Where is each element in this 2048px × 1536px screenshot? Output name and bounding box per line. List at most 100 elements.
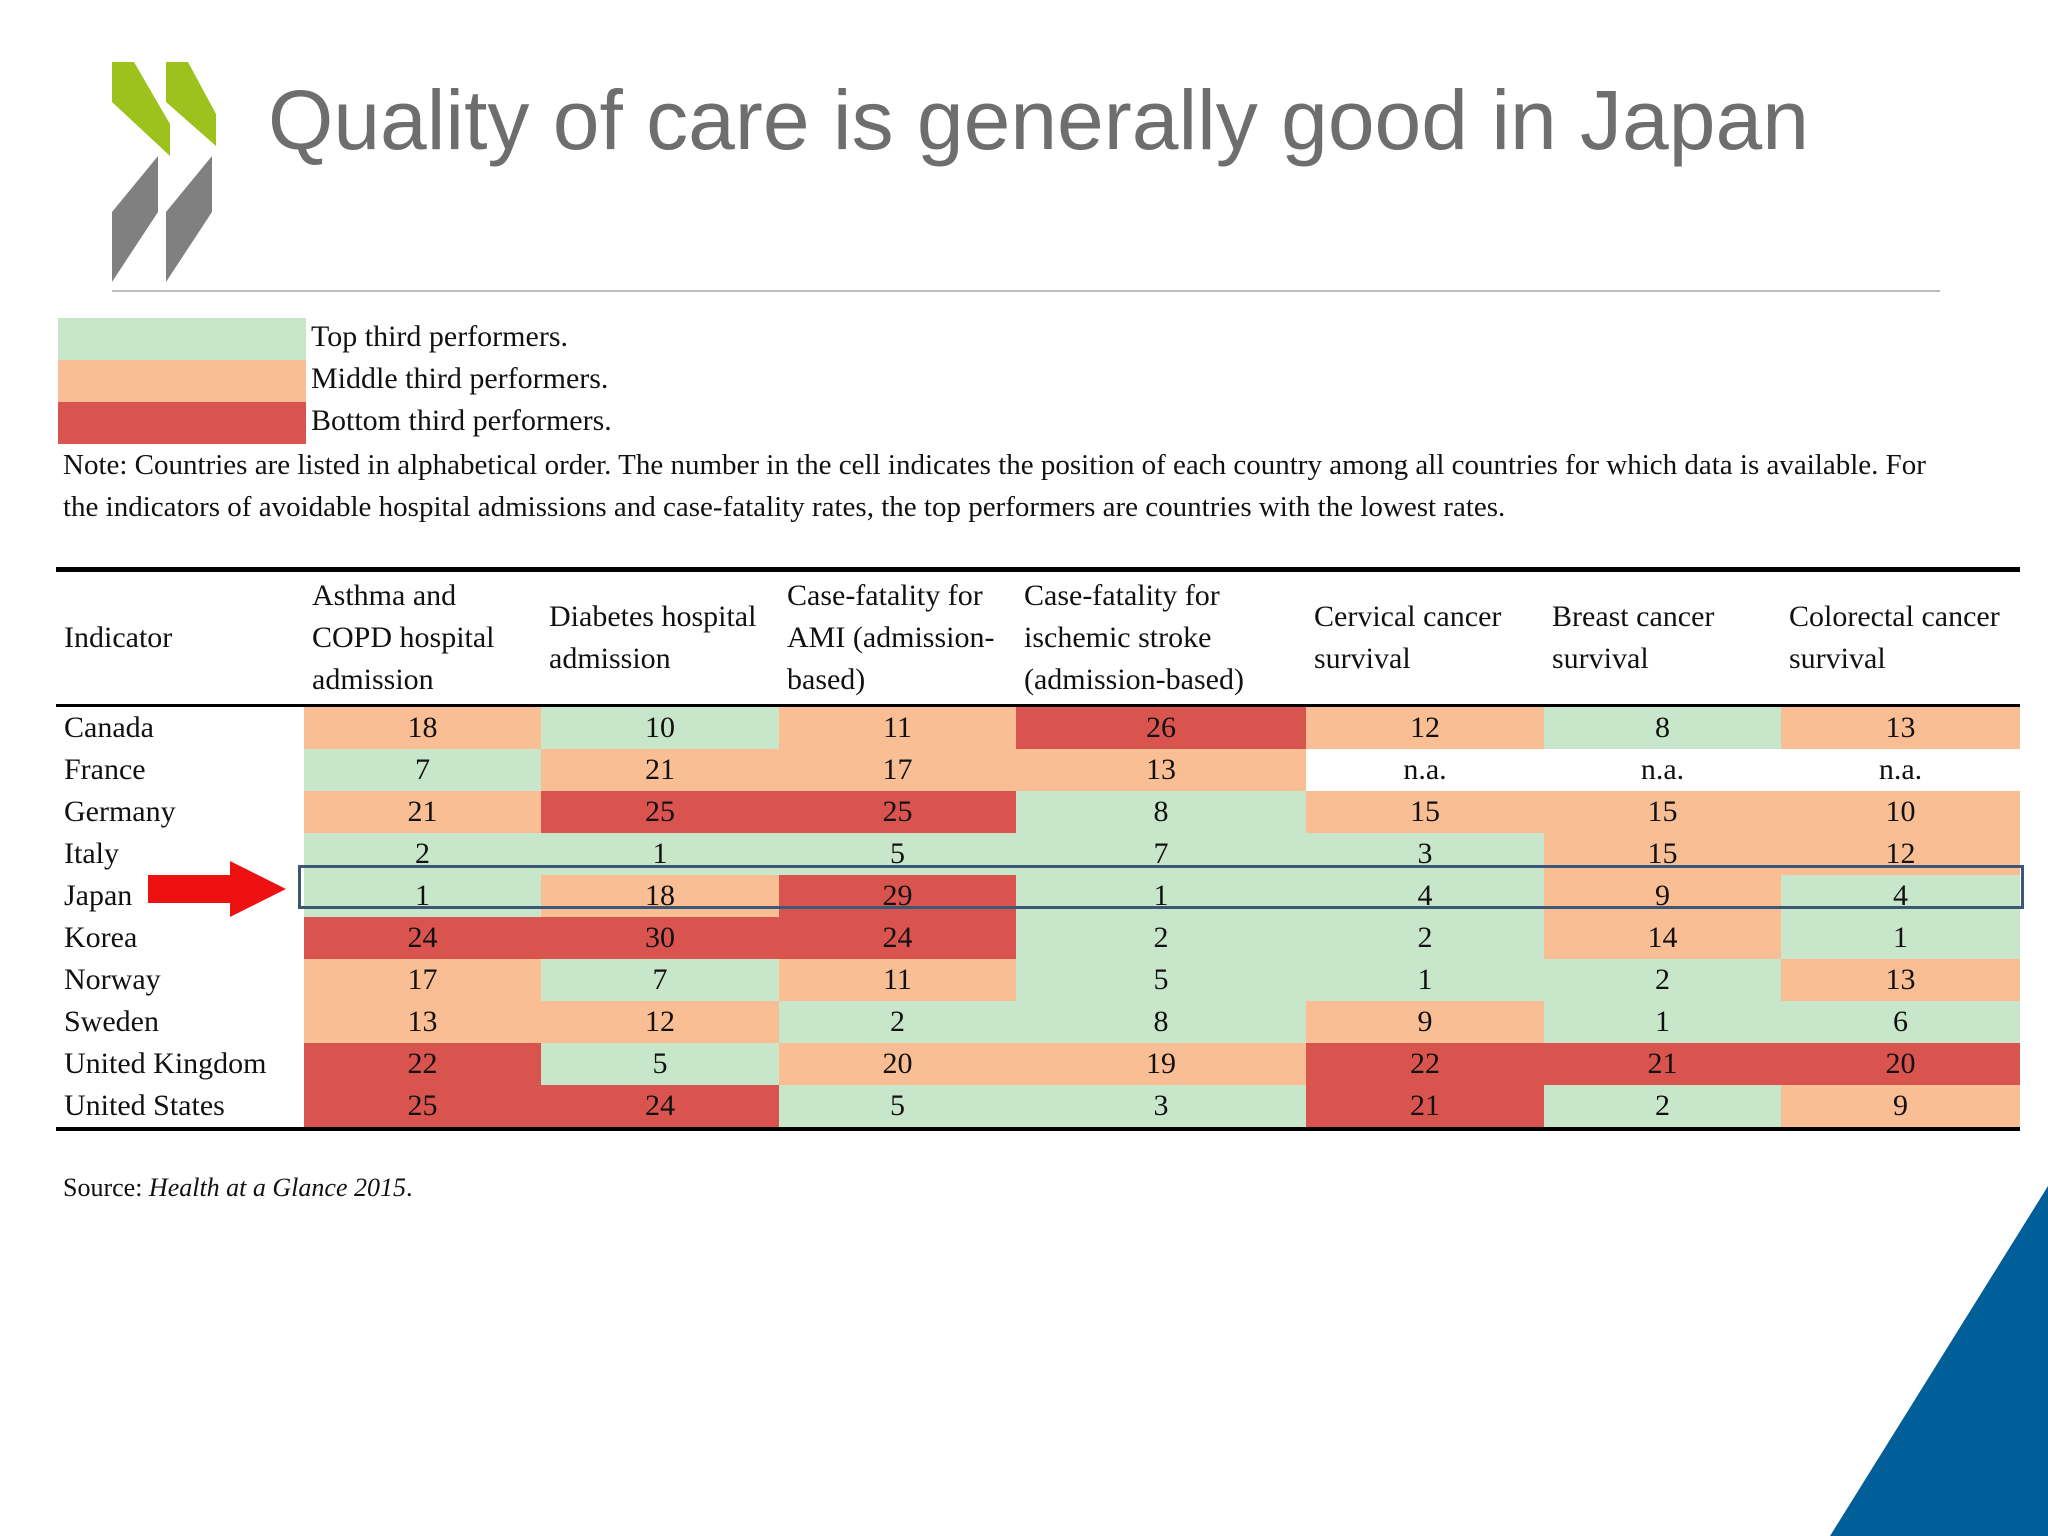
rank-cell: 9: [1544, 875, 1781, 917]
country-name: Sweden: [64, 1005, 159, 1038]
legend-label: Top third performers.: [311, 320, 568, 353]
rank-cell: n.a.: [1544, 749, 1781, 791]
rank-cell: 25: [304, 1085, 541, 1129]
rank-cell: 7: [1016, 833, 1306, 875]
rank-cell: 30: [541, 917, 779, 959]
rank-cell: 8: [1544, 705, 1781, 749]
rank-cell: 20: [779, 1043, 1016, 1085]
indicator-header: Indicator: [56, 569, 304, 707]
country-name: Norway: [64, 963, 161, 996]
rank-cell: 4: [1781, 875, 2020, 917]
table-body: Canada 18 10 11 26 12 8 13 France 7 21 17 13 n.a. n.a.…: [56, 705, 2020, 1129]
rank-cell: 8: [1016, 1001, 1306, 1043]
rank-cell: 8: [1016, 791, 1306, 833]
table-row: Canada 18 10 11 26 12 8 13: [56, 705, 2020, 749]
legend-label: Bottom third performers.: [311, 404, 612, 437]
rank-cell: 7: [541, 959, 779, 1001]
rank-cell: 19: [1016, 1043, 1306, 1085]
rank-cell: 18: [541, 875, 779, 917]
rank-cell: n.a.: [1781, 749, 2020, 791]
rank-cell: 25: [779, 791, 1016, 833]
rank-cell: 21: [304, 791, 541, 833]
source-title: Health at a Glance 2015: [148, 1173, 406, 1202]
table-row: Italy 2 1 5 7 3 15 12: [56, 833, 2020, 875]
table-header-row: Indicator Asthma and COPD hospital admis…: [56, 569, 2020, 707]
column-header: Colorectal cancer survival: [1781, 569, 2020, 707]
rank-cell: 24: [304, 917, 541, 959]
rank-cell: 1: [304, 875, 541, 917]
rank-cell: 13: [1016, 749, 1306, 791]
rank-cell: 22: [304, 1043, 541, 1085]
rank-cell: 21: [1306, 1085, 1544, 1129]
country-name: Germany: [64, 795, 176, 828]
title-divider: [112, 290, 1940, 292]
rank-cell: 17: [779, 749, 1016, 791]
source-note: Source: Health at a Glance 2015.: [63, 1173, 413, 1203]
rank-cell: 5: [541, 1043, 779, 1085]
country-name: Italy: [64, 837, 119, 870]
source-suffix: .: [406, 1173, 413, 1202]
country-name: Japan: [64, 879, 133, 912]
red-arrow-icon: [148, 861, 286, 917]
rank-cell: 13: [1781, 705, 2020, 749]
rank-cell: 3: [1016, 1085, 1306, 1129]
rank-cell: 11: [779, 705, 1016, 749]
rank-cell: 5: [1016, 959, 1306, 1001]
column-header: Case-fatality for ischemic stroke (admis…: [1016, 569, 1306, 707]
rank-cell: 11: [779, 959, 1016, 1001]
rank-cell: 2: [1544, 1085, 1781, 1129]
corner-decoration-icon: [1830, 1186, 2048, 1536]
rank-cell: 9: [1781, 1085, 2020, 1129]
legend-swatch-bottom: [58, 402, 306, 444]
country-name: United States: [64, 1089, 225, 1122]
table-row: United Kingdom 22 5 20 19 22 21 20: [56, 1043, 2020, 1085]
oecd-logo-icon: [112, 62, 216, 282]
rank-cell: 29: [779, 875, 1016, 917]
rank-cell: 21: [541, 749, 779, 791]
rank-cell: 24: [779, 917, 1016, 959]
rank-cell: 26: [1016, 705, 1306, 749]
country-name: France: [64, 753, 146, 786]
column-header: Asthma and COPD hospital admission: [304, 569, 541, 707]
rank-cell: 2: [1016, 917, 1306, 959]
legend-label: Middle third performers.: [311, 362, 609, 395]
rank-cell: 14: [1544, 917, 1781, 959]
rank-cell: 6: [1781, 1001, 2020, 1043]
rank-cell: 18: [304, 705, 541, 749]
rank-cell: 3: [1306, 833, 1544, 875]
country-name: Canada: [64, 711, 154, 744]
rank-cell: 15: [1306, 791, 1544, 833]
rank-cell: 5: [779, 833, 1016, 875]
rank-cell: 10: [1781, 791, 2020, 833]
column-header: Cervical cancer survival: [1306, 569, 1544, 707]
rank-cell: 13: [304, 1001, 541, 1043]
rank-cell: 1: [1016, 875, 1306, 917]
rank-cell: 12: [541, 1001, 779, 1043]
legend-item-middle: Middle third performers.: [58, 360, 1158, 402]
rank-cell: 15: [1544, 833, 1781, 875]
legend-item-bottom: Bottom third performers.: [58, 402, 1158, 444]
rank-cell: 24: [541, 1085, 779, 1129]
rank-cell: 2: [1306, 917, 1544, 959]
rank-cell: 22: [1306, 1043, 1544, 1085]
country-name: Korea: [64, 921, 138, 954]
table-row: United States 25 24 5 3 21 2 9: [56, 1085, 2020, 1129]
rank-cell: 2: [1544, 959, 1781, 1001]
legend-swatch-middle: [58, 360, 306, 402]
rank-cell: 12: [1781, 833, 2020, 875]
note-text: Note: Countries are listed in alphabetic…: [63, 449, 1926, 523]
rank-cell: 7: [304, 749, 541, 791]
table-row: Germany 21 25 25 8 15 15 10: [56, 791, 2020, 833]
country-name: United Kingdom: [64, 1047, 267, 1080]
rank-cell: 20: [1781, 1043, 2020, 1085]
column-header: Diabetes hospital admission: [541, 569, 779, 707]
table-row: France 7 21 17 13 n.a. n.a. n.a.: [56, 749, 2020, 791]
rank-cell: 1: [541, 833, 779, 875]
rank-cell: 12: [1306, 705, 1544, 749]
source-prefix: Source:: [63, 1173, 149, 1202]
rank-cell: 4: [1306, 875, 1544, 917]
rank-cell: n.a.: [1306, 749, 1544, 791]
rank-cell: 25: [541, 791, 779, 833]
rank-cell: 1: [1306, 959, 1544, 1001]
rank-cell: 9: [1306, 1001, 1544, 1043]
